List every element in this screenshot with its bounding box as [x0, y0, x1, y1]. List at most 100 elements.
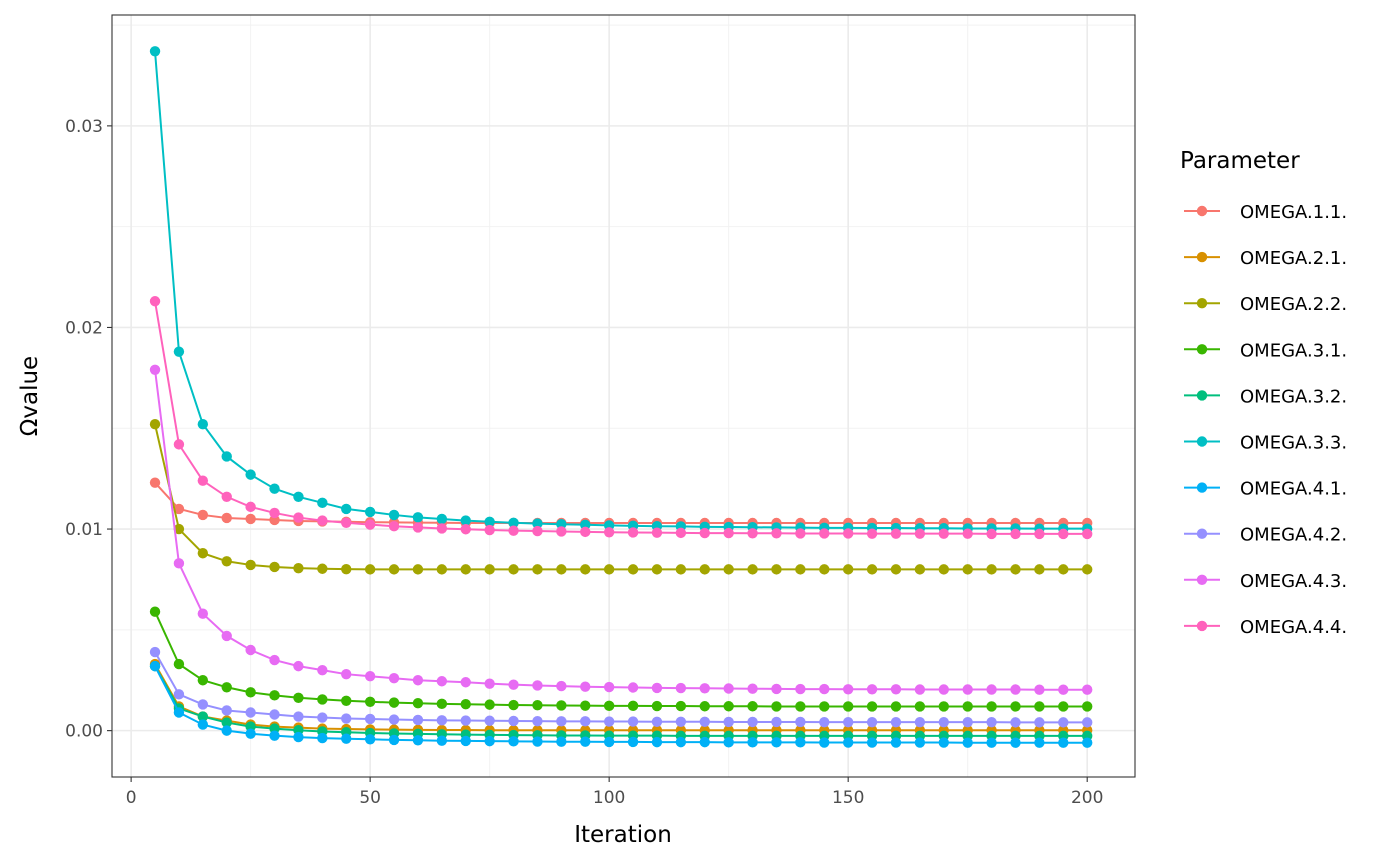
data-point-omega-4-2 — [890, 716, 902, 728]
data-point-omega-2-2 — [293, 562, 304, 574]
series-omega-2-2 — [149, 419, 1093, 575]
data-point-omega-4-1 — [627, 736, 639, 748]
data-point-omega-4-2 — [699, 716, 710, 727]
data-point-omega-4-2 — [173, 689, 185, 700]
x-tick-label: 0 — [126, 788, 137, 808]
data-point-omega-2-2 — [317, 563, 328, 574]
data-point-omega-3-1 — [842, 701, 854, 712]
data-point-omega-4-1 — [197, 719, 209, 730]
y-tick-label: 0.02 — [65, 318, 103, 338]
data-point-omega-4-4 — [293, 512, 304, 523]
data-point-omega-4-1 — [532, 736, 543, 747]
data-point-omega-4-3 — [651, 682, 663, 694]
data-point-omega-2-2 — [627, 564, 639, 575]
legend-label: OMEGA.2.1. — [1240, 248, 1347, 269]
data-point-omega-2-2 — [197, 548, 209, 559]
data-point-omega-4-2 — [866, 716, 878, 728]
data-point-omega-3-3 — [173, 346, 185, 357]
data-point-omega-4-4 — [699, 527, 710, 539]
data-point-omega-3-1 — [412, 698, 424, 709]
data-point-omega-3-3 — [460, 515, 471, 526]
legend-key-point — [1196, 574, 1208, 585]
data-point-omega-4-2 — [938, 716, 949, 728]
data-point-omega-4-4 — [484, 524, 495, 536]
data-point-omega-4-3 — [388, 673, 400, 684]
data-point-omega-4-4 — [317, 515, 328, 526]
data-point-omega-4-4 — [986, 528, 997, 540]
data-point-omega-4-2 — [388, 714, 400, 725]
data-point-omega-4-3 — [245, 644, 256, 656]
data-point-omega-4-3 — [962, 684, 973, 695]
data-point-omega-2-2 — [651, 564, 663, 575]
data-point-omega-4-2 — [962, 716, 973, 728]
data-point-omega-3-1 — [627, 700, 639, 712]
data-point-omega-4-4 — [771, 528, 782, 539]
data-point-omega-3-3 — [341, 503, 352, 515]
data-point-omega-4-2 — [771, 716, 782, 728]
data-point-omega-4-1 — [364, 734, 376, 745]
data-point-omega-3-1 — [269, 690, 280, 701]
data-point-omega-4-2 — [1034, 717, 1045, 728]
data-point-omega-4-1 — [388, 734, 400, 746]
data-point-omega-4-2 — [986, 716, 997, 728]
x-tick-label: 100 — [593, 788, 625, 808]
data-point-omega-4-3 — [364, 671, 376, 682]
data-point-omega-4-3 — [341, 668, 352, 680]
data-point-omega-4-4 — [627, 527, 639, 538]
data-point-omega-4-3 — [819, 683, 830, 695]
x-tick-label: 50 — [359, 788, 381, 808]
legend-item-omega-4-1: OMEGA.4.1. — [1184, 479, 1347, 500]
data-point-omega-1-1 — [197, 509, 209, 521]
data-point-omega-3-3 — [221, 451, 232, 462]
series-line-omega-3-1 — [154, 611, 1088, 708]
data-point-omega-3-3 — [556, 519, 567, 530]
data-point-omega-2-2 — [341, 563, 352, 575]
y-tick-label: 0.01 — [65, 520, 103, 540]
data-point-omega-2-2 — [890, 564, 902, 575]
data-point-omega-4-3 — [938, 684, 949, 695]
data-point-omega-2-2 — [508, 564, 519, 575]
data-point-omega-3-3 — [149, 46, 161, 57]
data-point-omega-3-2 — [197, 711, 209, 722]
series-line-omega-2-1 — [154, 663, 1088, 732]
data-point-omega-4-1 — [723, 737, 734, 748]
data-point-omega-4-4 — [173, 439, 185, 450]
legend-item-omega-2-2: OMEGA.2.2. — [1184, 294, 1347, 315]
data-point-omega-4-1 — [436, 735, 448, 746]
data-point-omega-4-2 — [747, 716, 758, 728]
series-line-omega-4-3 — [154, 369, 1088, 691]
data-point-omega-4-3 — [460, 677, 471, 688]
data-point-omega-4-3 — [1058, 684, 1069, 695]
legend-label: OMEGA.1.1. — [1240, 202, 1347, 223]
series-line-omega-3-3 — [154, 51, 1088, 530]
y-tick-label: 0.00 — [65, 722, 103, 742]
data-point-omega-4-4 — [651, 527, 663, 538]
data-point-omega-4-4 — [221, 491, 232, 502]
data-point-omega-4-4 — [197, 475, 209, 486]
data-point-omega-4-2 — [412, 714, 424, 726]
data-point-omega-4-1 — [651, 736, 663, 748]
data-point-omega-4-4 — [938, 528, 949, 539]
data-point-omega-3-1 — [1081, 701, 1093, 712]
data-point-omega-3-1 — [795, 701, 806, 712]
data-point-omega-3-3 — [364, 506, 376, 518]
data-point-omega-2-2 — [580, 564, 591, 575]
data-point-omega-4-3 — [269, 654, 280, 666]
data-point-omega-3-1 — [890, 701, 902, 712]
x-axis-title: Iteration — [574, 822, 672, 848]
data-point-omega-4-4 — [747, 528, 758, 539]
data-point-omega-2-2 — [364, 564, 376, 575]
legend-label: OMEGA.2.2. — [1240, 294, 1347, 315]
legend-key-point — [1196, 344, 1208, 355]
data-point-omega-3-1 — [388, 697, 400, 708]
data-point-omega-4-1 — [484, 735, 495, 747]
data-point-omega-4-4 — [556, 526, 567, 537]
data-point-omega-4-3 — [221, 630, 232, 642]
data-point-omega-4-4 — [388, 521, 400, 532]
data-point-omega-4-2 — [795, 716, 806, 728]
legend-items: OMEGA.1.1. OMEGA.2.1. OMEGA.2.2. OMEGA.3.1.… — [1184, 202, 1347, 638]
axes: 0 50 100 150 200 0.00 0.01 0.02 0.03 — [65, 117, 1103, 808]
series-line-omega-4-2 — [154, 651, 1088, 724]
data-point-omega-4-2 — [317, 712, 328, 723]
data-point-omega-4-1 — [245, 728, 256, 739]
